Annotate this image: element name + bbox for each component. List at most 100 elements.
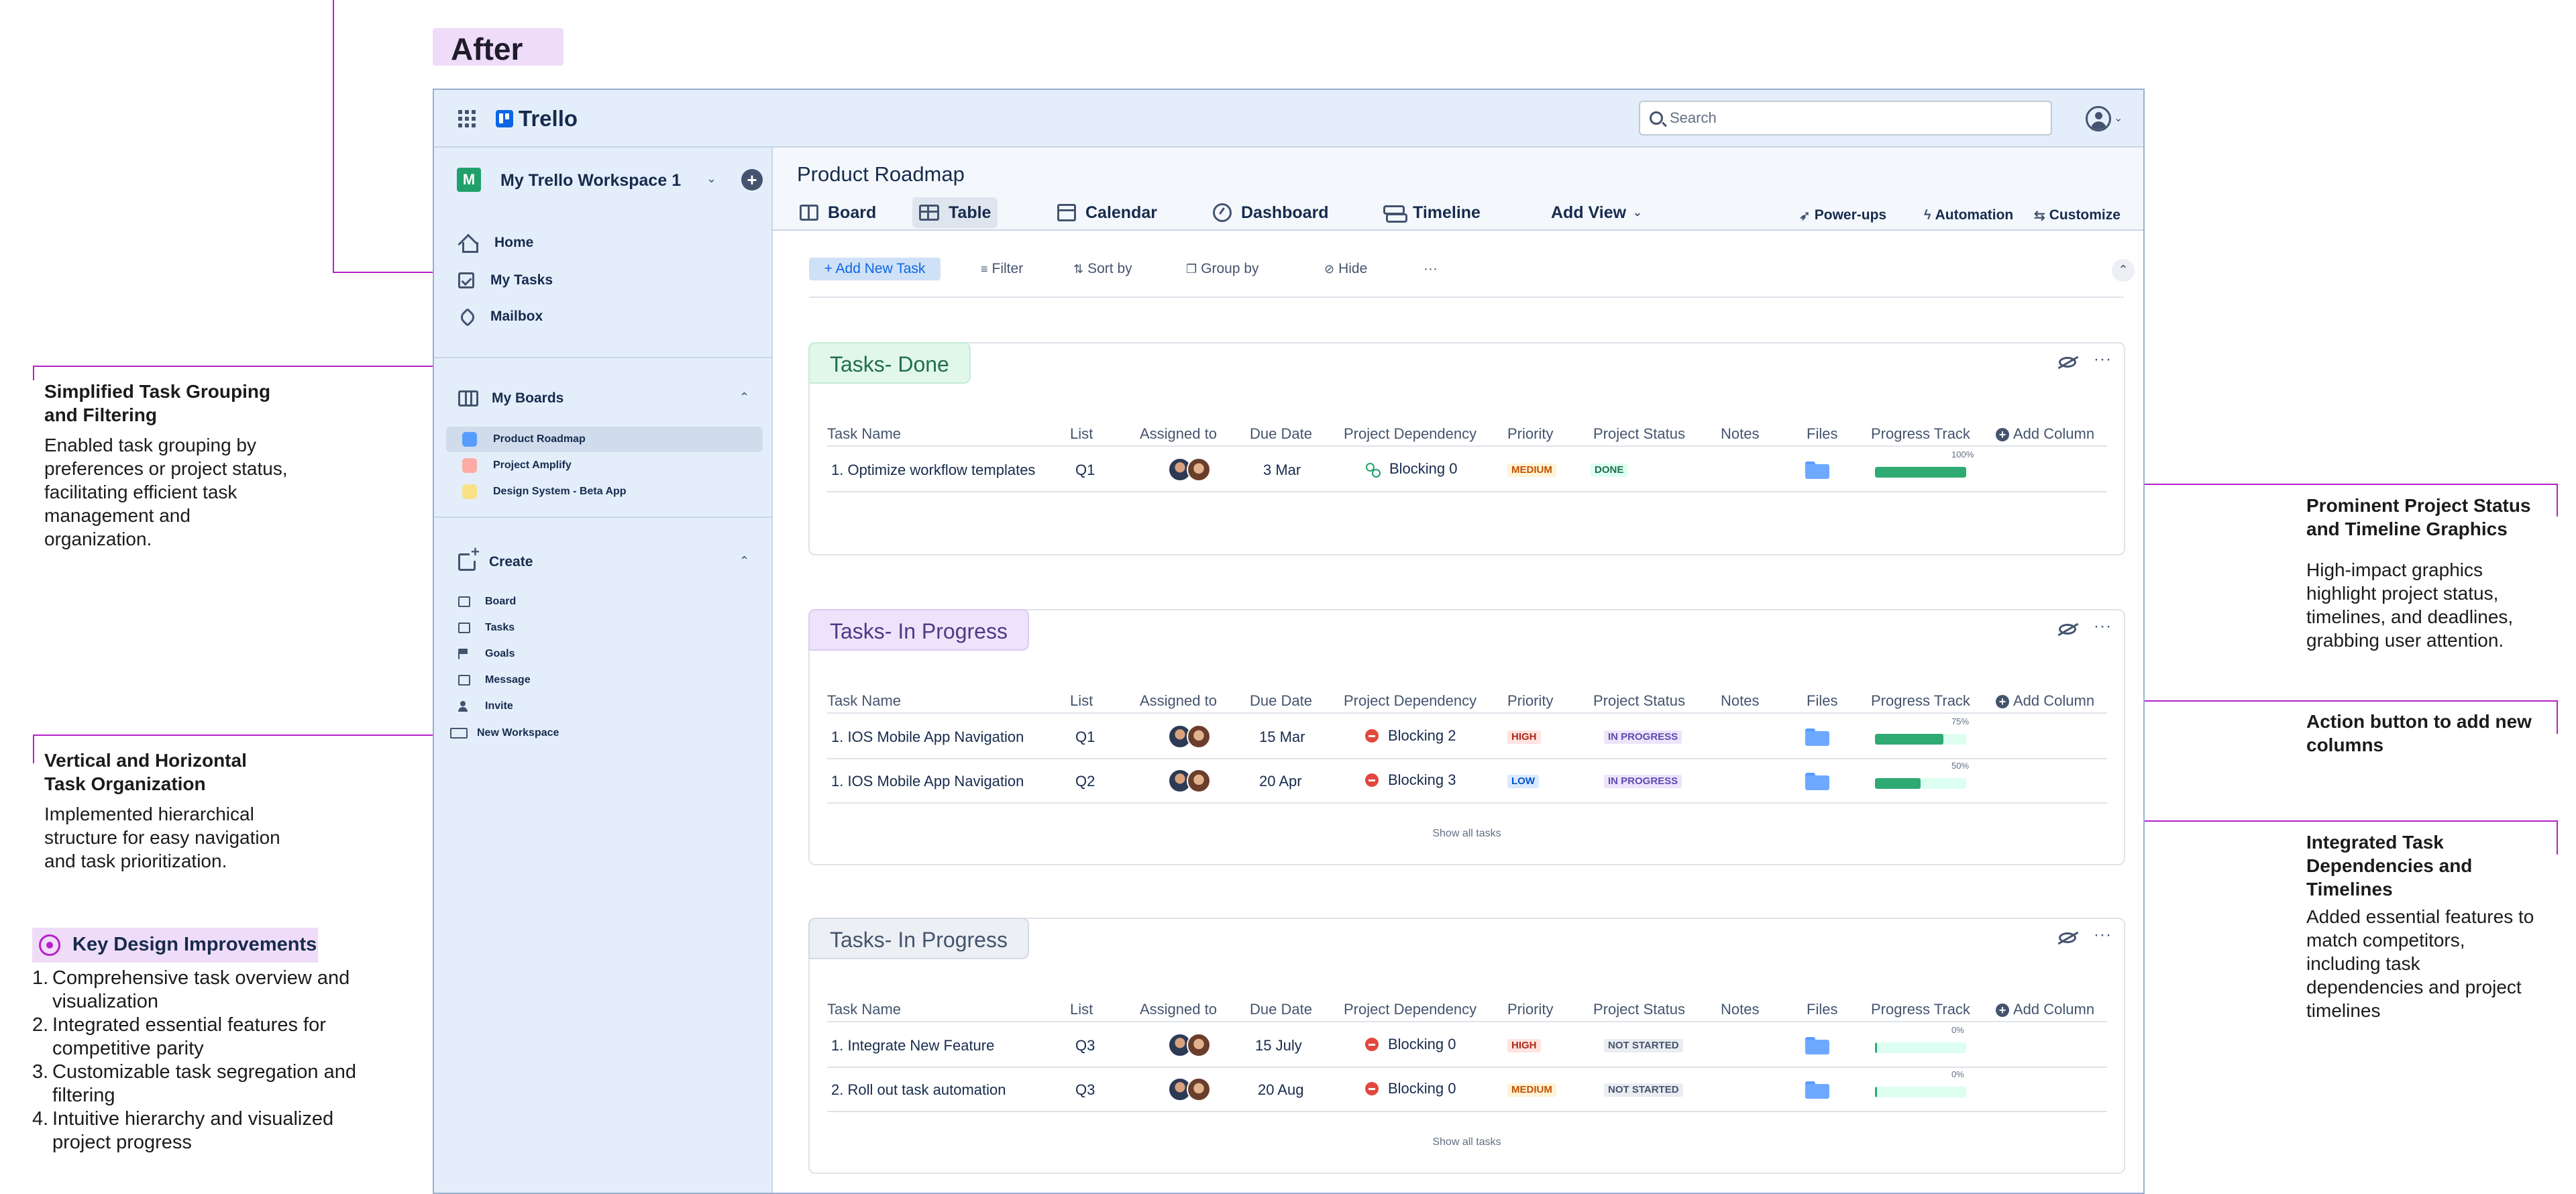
add-column-button[interactable]: + Add Column — [1996, 1001, 2094, 1018]
app-switcher-icon[interactable] — [458, 110, 476, 127]
tab-timeline[interactable]: Timeline — [1377, 197, 1487, 228]
show-all-tasks-link[interactable]: Show all tasks — [1432, 828, 1501, 839]
group-title[interactable]: Tasks- In Progress — [808, 609, 1029, 651]
assignee-avatars[interactable] — [1168, 769, 1212, 794]
assignee-avatars[interactable] — [1168, 457, 1212, 483]
assignee-avatars[interactable] — [1168, 1077, 1212, 1103]
checkbox-icon — [458, 272, 474, 288]
tab-board[interactable]: Board — [793, 197, 883, 228]
folder-icon[interactable] — [1805, 1037, 1829, 1054]
tab-dashboard[interactable]: Dashboard — [1206, 197, 1336, 228]
priority-badge[interactable]: LOW — [1507, 775, 1539, 788]
brand-logo[interactable]: Trello — [496, 106, 578, 131]
annotation-add-column: Action button to add new columns — [2306, 710, 2555, 757]
chevron-up-icon[interactable]: ⌃ — [739, 554, 750, 567]
sidebar-item-mailbox[interactable]: Mailbox — [458, 303, 753, 330]
task-name[interactable]: 1. Optimize workflow templates — [831, 462, 1036, 478]
project-dependency[interactable]: Blocking 0 — [1365, 1080, 1456, 1097]
power-ups-button[interactable]: ➶ Power-ups — [1799, 205, 1886, 225]
create-item-message[interactable]: Message — [458, 669, 531, 692]
status-badge[interactable]: NOT STARTED — [1604, 1083, 1683, 1097]
folder-icon[interactable] — [1805, 773, 1829, 790]
add-workspace-icon[interactable]: + — [741, 169, 763, 191]
group-by-button[interactable]: ❐ Group by — [1186, 258, 1259, 280]
tab-table[interactable]: Table — [912, 197, 998, 228]
add-column-button[interactable]: + Add Column — [1996, 425, 2094, 443]
priority-badge[interactable]: HIGH — [1507, 1039, 1541, 1052]
create-item-invite[interactable]: Invite — [458, 695, 513, 718]
priority-badge[interactable]: MEDIUM — [1507, 1083, 1556, 1097]
customize-label: Customize — [2049, 207, 2121, 223]
eye-off-icon[interactable] — [2059, 932, 2076, 943]
project-dependency[interactable]: Blocking 0 — [1365, 460, 1458, 478]
table-row[interactable]: 1. Optimize workflow templates Q1 3 Mar … — [827, 448, 2107, 492]
chevron-down-icon[interactable]: ⌄ — [2114, 113, 2123, 124]
group-title[interactable]: Tasks- In Progress — [808, 918, 1029, 959]
table-row[interactable]: 1. Integrate New Feature Q3 15 July Bloc… — [827, 1024, 2107, 1068]
tab-calendar[interactable]: Calendar — [1051, 197, 1164, 228]
folder-icon[interactable] — [1805, 1081, 1829, 1099]
filter-button[interactable]: ≡ Filter — [981, 258, 1023, 280]
board-item-product-roadmap[interactable]: Product Roadmap — [446, 427, 763, 452]
automation-button[interactable]: ϟ Automation — [1924, 205, 2013, 225]
eye-off-icon[interactable] — [2059, 624, 2076, 635]
dependency-label: Blocking 3 — [1388, 771, 1456, 788]
task-name[interactable]: 2. Roll out task automation — [831, 1081, 1006, 1098]
table-row[interactable]: 2. Roll out task automation Q3 20 Aug Bl… — [827, 1068, 2107, 1112]
board-item-project-amplify[interactable]: Project Amplify — [446, 453, 763, 478]
task-name[interactable]: 1. Integrate New Feature — [831, 1037, 995, 1054]
sidebar-item-home[interactable]: Home — [458, 229, 753, 256]
status-badge[interactable]: DONE — [1591, 464, 1628, 477]
after-label-text: After — [451, 32, 523, 66]
board-item-design-system[interactable]: Design System - Beta App — [446, 479, 763, 504]
add-view-button[interactable]: Add View ⌄ — [1544, 197, 1648, 228]
project-dependency[interactable]: Blocking 2 — [1365, 727, 1456, 745]
priority-badge[interactable]: MEDIUM — [1507, 464, 1556, 477]
status-badge[interactable]: NOT STARTED — [1604, 1039, 1683, 1052]
more-icon[interactable]: ··· — [2094, 617, 2112, 635]
hide-button[interactable]: ⊘ Hide — [1324, 258, 1367, 280]
create-item-tasks[interactable]: Tasks — [458, 616, 515, 639]
customize-button[interactable]: ⇆ Customize — [2034, 205, 2121, 225]
table-row[interactable]: 1. IOS Mobile App Navigation Q2 20 Apr B… — [827, 759, 2107, 804]
folder-icon[interactable] — [1805, 462, 1829, 479]
task-name[interactable]: 1. IOS Mobile App Navigation — [831, 773, 1024, 790]
assignee-avatars[interactable] — [1168, 724, 1212, 750]
create-item-goals[interactable]: Goals — [458, 643, 515, 665]
workspace-switcher[interactable]: M My Trello Workspace 1 ⌄ + — [457, 165, 763, 195]
user-avatar-icon[interactable] — [2086, 106, 2111, 131]
search-box[interactable] — [1639, 101, 2052, 135]
priority-badge[interactable]: HIGH — [1507, 730, 1541, 744]
assignee-avatars[interactable] — [1168, 1033, 1212, 1059]
column-header: Progress Track — [1871, 692, 1970, 709]
create-header[interactable]: Create — [458, 543, 753, 576]
status-badge[interactable]: IN PROGRESS — [1604, 775, 1682, 788]
more-icon[interactable]: ··· — [2094, 350, 2112, 368]
sort-button[interactable]: ⇅ Sort by — [1073, 258, 1132, 280]
search-input[interactable] — [1670, 107, 2032, 129]
eye-off-icon[interactable] — [2059, 357, 2076, 368]
due-date: 15 July — [1255, 1037, 1302, 1054]
progress-bar — [1875, 1087, 1966, 1097]
group-title[interactable]: Tasks- Done — [808, 342, 971, 384]
collapse-icon[interactable]: ⌃ — [2112, 259, 2135, 282]
create-item-board[interactable]: Board — [458, 590, 516, 613]
folder-icon[interactable] — [1805, 728, 1829, 746]
create-item-new-workspace[interactable]: New Workspace — [450, 722, 559, 745]
my-boards-header[interactable]: My Boards — [458, 385, 753, 412]
chevron-up-icon[interactable]: ⌃ — [739, 390, 750, 404]
add-column-button[interactable]: + Add Column — [1996, 692, 2094, 710]
chevron-down-icon[interactable]: ⌄ — [706, 172, 717, 185]
task-list: Q2 — [1075, 773, 1095, 790]
task-name[interactable]: 1. IOS Mobile App Navigation — [831, 728, 1024, 745]
add-column-label: Add Column — [2013, 1001, 2095, 1018]
add-new-task-button[interactable]: + Add New Task — [809, 258, 941, 280]
more-icon[interactable]: ··· — [2094, 926, 2112, 944]
sidebar-item-my-tasks[interactable]: My Tasks — [458, 267, 753, 294]
project-dependency[interactable]: Blocking 0 — [1365, 1036, 1456, 1053]
status-badge[interactable]: IN PROGRESS — [1604, 730, 1682, 744]
more-options-button[interactable]: ··· — [1424, 261, 1438, 276]
show-all-tasks-link[interactable]: Show all tasks — [1432, 1136, 1501, 1148]
table-row[interactable]: 1. IOS Mobile App Navigation Q1 15 Mar B… — [827, 715, 2107, 759]
project-dependency[interactable]: Blocking 3 — [1365, 771, 1456, 789]
